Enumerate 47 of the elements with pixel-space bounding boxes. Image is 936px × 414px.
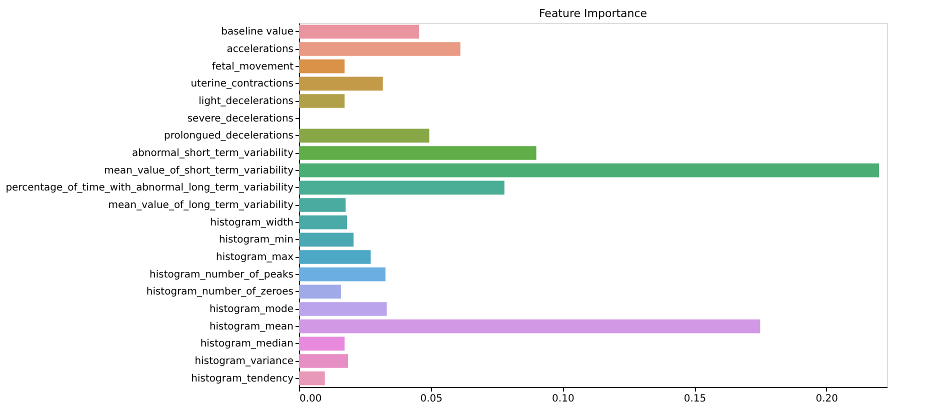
y-tick-label: baseline value [221,26,294,38]
x-tick-label: 0.10 [552,394,574,404]
bar [299,302,387,316]
bar [299,146,536,160]
bar [299,267,386,282]
bar [299,163,880,178]
y-tick-label: prolongued_decelerations [164,130,294,142]
bar [299,128,430,143]
bar [299,76,383,91]
y-tick-label: histogram_number_of_peaks [150,269,294,280]
y-tick-label: histogram_tendency [191,373,294,384]
y-tick-label: uterine_contractions [190,78,294,90]
bar [299,215,347,230]
x-tick-label: 0.20 [816,394,838,404]
x-tick-label: 0.05 [420,394,442,404]
bar [299,24,419,39]
bar [299,284,341,299]
y-tick-label: histogram_mode [209,304,294,315]
bar [299,354,348,368]
y-tick-label: histogram_max [216,252,294,263]
y-tick-label: accelerations [226,44,294,55]
y-tick-label: light_decelerations [198,96,294,107]
y-tick-label: histogram_median [200,338,294,350]
bar [299,319,760,334]
y-tick-label: mean_value_of_long_term_variability [108,200,294,211]
y-tick-label: histogram_number_of_zeroes [146,286,294,298]
bar [299,59,345,74]
y-tick-label: abnormal_short_term_variability [132,148,294,159]
y-tick-label: histogram_width [210,217,294,228]
x-tick-label: 0.00 [300,394,322,404]
bar [299,371,325,386]
bar [299,180,504,195]
bar [299,42,460,56]
bar [299,336,345,351]
y-tick-label: severe_decelerations [187,113,294,124]
bar [299,232,354,247]
x-tick-label: 0.15 [684,394,706,404]
y-tick-label: histogram_variance [194,356,294,367]
y-tick-label: mean_value_of_short_term_variability [104,165,294,176]
y-tick-label: fetal_movement [212,61,294,72]
y-tick-label: histogram_min [218,234,294,246]
bar [299,94,345,108]
y-tick-label: histogram_mean [209,321,294,332]
bar [299,250,371,264]
chart-title: Feature Importance [538,7,648,20]
y-tick-label: percentage_of_time_with_abnormal_long_term_variability [6,182,294,194]
bar [299,198,346,212]
